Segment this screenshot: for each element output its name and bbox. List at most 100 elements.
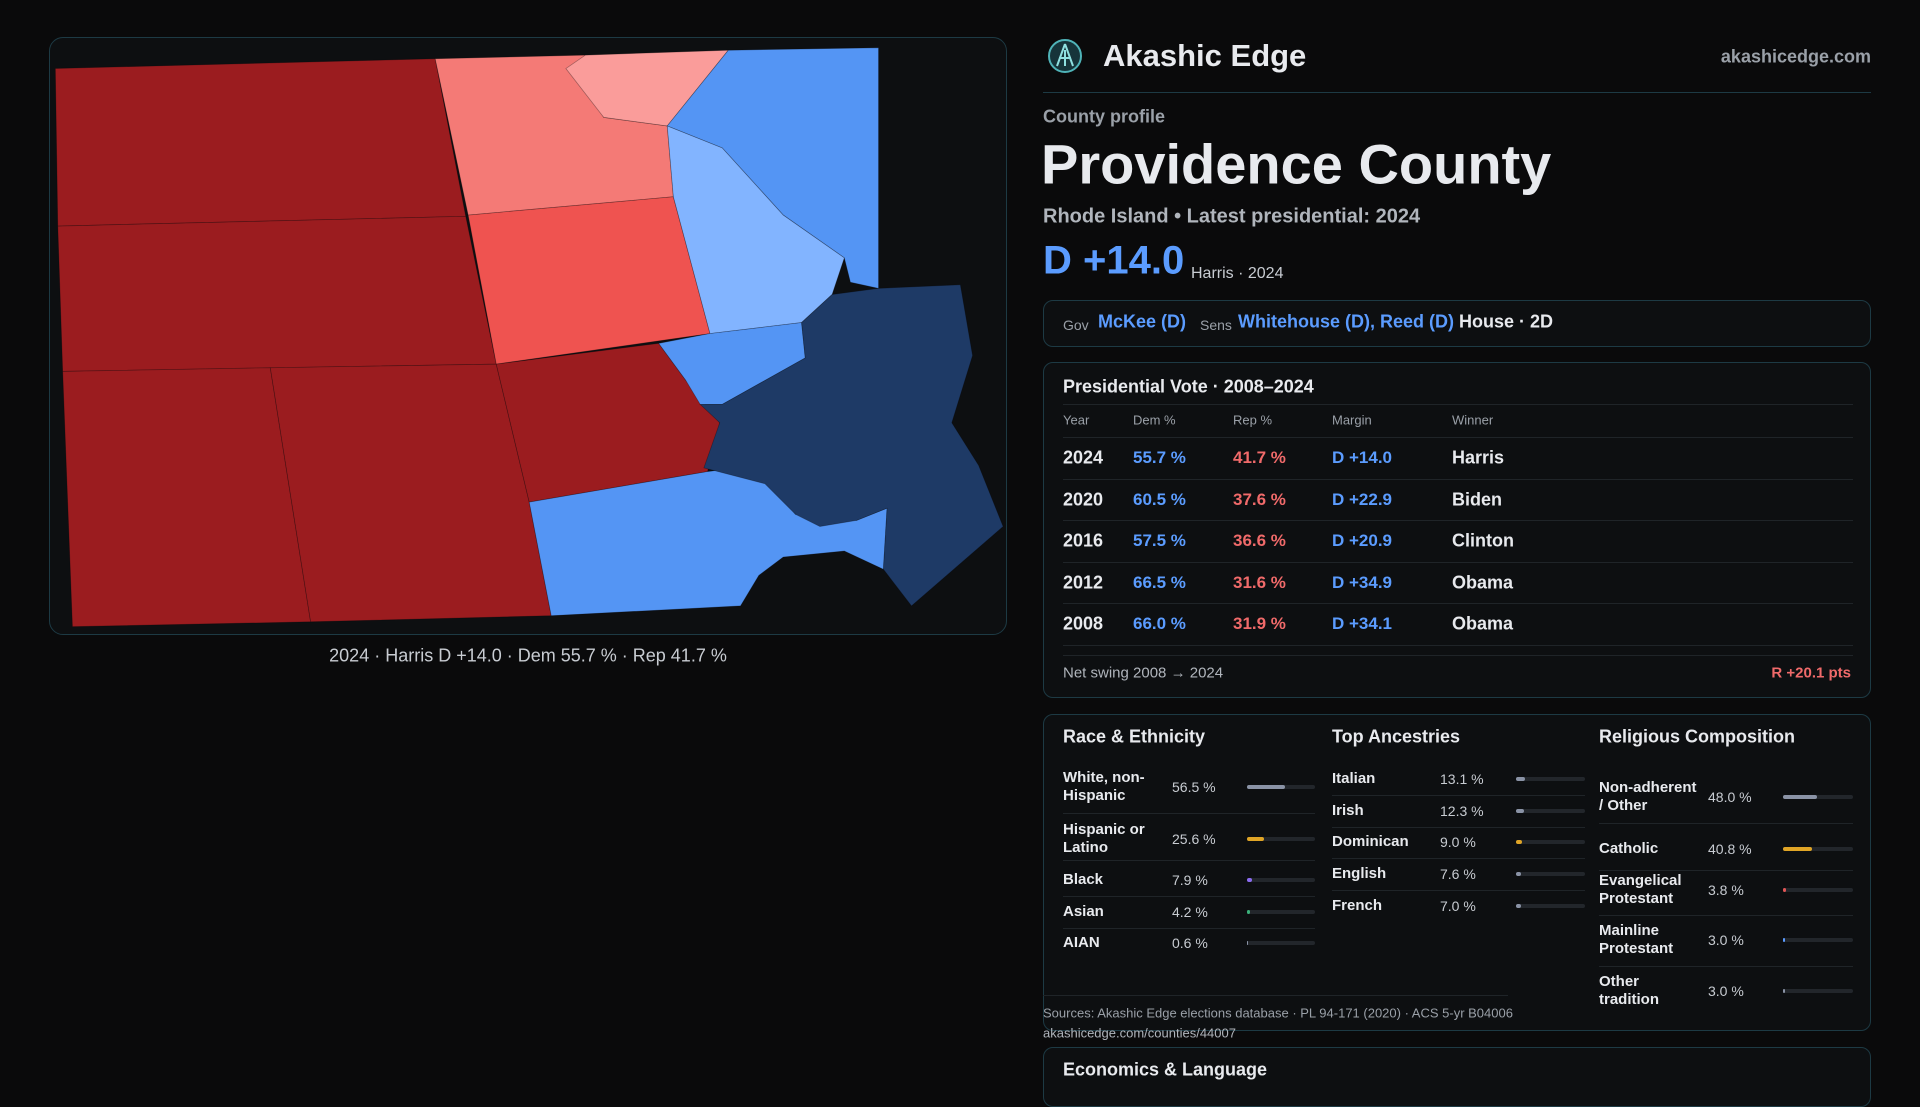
house: House · 2D <box>1459 312 1553 333</box>
table-title: Presidential Vote · 2008–2024 <box>1063 377 1314 398</box>
group-title: Religious Composition <box>1599 727 1795 748</box>
bar <box>1247 785 1285 789</box>
column-header: Year <box>1063 413 1089 428</box>
sens-label: Sens <box>1200 317 1232 333</box>
bar-track <box>1247 785 1315 789</box>
item-label: English <box>1332 865 1432 883</box>
divider <box>1063 928 1315 929</box>
bar <box>1247 910 1250 914</box>
divider <box>1063 655 1853 656</box>
bar <box>1516 904 1521 908</box>
item-label: Evangelical Protestant <box>1599 872 1699 908</box>
bar-track <box>1783 888 1853 892</box>
map-panel <box>49 37 1007 635</box>
divider <box>1063 860 1315 861</box>
margin-note: Harris · 2024 <box>1191 265 1283 283</box>
item-percent: 40.8 % <box>1708 841 1752 857</box>
bar <box>1783 888 1786 892</box>
divider <box>1063 645 1853 646</box>
swing-value: R +20.1 pts <box>1771 665 1851 682</box>
cell: 31.9 % <box>1233 614 1286 634</box>
divider <box>1599 915 1853 916</box>
bar-track <box>1247 910 1315 914</box>
governor: McKee (D) <box>1098 312 1186 333</box>
bar <box>1783 847 1812 851</box>
cell: 31.6 % <box>1233 573 1286 593</box>
item-label: Non-adherent / Other <box>1599 779 1699 815</box>
item-percent: 0.6 % <box>1172 935 1208 951</box>
cell: D +34.9 <box>1332 573 1392 593</box>
divider <box>1332 890 1585 891</box>
item-label: Asian <box>1063 903 1163 921</box>
cell: 60.5 % <box>1133 490 1186 510</box>
divider <box>1332 827 1585 828</box>
bar-track <box>1247 941 1315 945</box>
divider <box>1599 823 1853 824</box>
cell: 2016 <box>1063 531 1103 552</box>
cell: 2024 <box>1063 448 1103 469</box>
cell: D +20.9 <box>1332 531 1392 551</box>
region <box>58 216 496 371</box>
item-label: AIAN <box>1063 934 1163 952</box>
brand: Akashic Edge <box>1103 38 1306 74</box>
site-link[interactable]: akashicedge.com <box>1721 47 1871 68</box>
cell: 2012 <box>1063 572 1103 593</box>
cell: 66.5 % <box>1133 573 1186 593</box>
item-label: Irish <box>1332 802 1432 820</box>
item-percent: 7.6 % <box>1440 866 1476 882</box>
divider <box>1063 479 1853 480</box>
divider <box>1332 858 1585 859</box>
section-title: Economics & Language <box>1063 1060 1267 1081</box>
footer-url[interactable]: akashicedge.com/counties/44007 <box>1043 1026 1236 1041</box>
cell: Obama <box>1452 572 1513 593</box>
bar-track <box>1783 847 1853 851</box>
county-map <box>50 38 1006 634</box>
cell: D +14.0 <box>1332 448 1392 468</box>
bar <box>1516 809 1524 813</box>
cell: D +34.1 <box>1332 614 1392 634</box>
cell: 57.5 % <box>1133 531 1186 551</box>
cell: 55.7 % <box>1133 448 1186 468</box>
item-label: Italian <box>1332 770 1432 788</box>
bar <box>1516 872 1521 876</box>
region <box>63 368 311 627</box>
page: {"map_caption":"2024 · Harris D +14.0 · … <box>0 0 1920 1080</box>
item-label: Black <box>1063 871 1163 889</box>
cell: 41.7 % <box>1233 448 1286 468</box>
item-percent: 4.2 % <box>1172 904 1208 920</box>
cell: 66.0 % <box>1133 614 1186 634</box>
bar <box>1516 840 1522 844</box>
senators: Whitehouse (D), Reed (D) <box>1238 312 1454 333</box>
cell: 2008 <box>1063 614 1103 635</box>
item-percent: 48.0 % <box>1708 789 1752 805</box>
swing-label: Net swing 2008 → 2024 <box>1063 665 1223 682</box>
bar-track <box>1783 938 1853 942</box>
item-percent: 7.0 % <box>1440 898 1476 914</box>
item-label: White, non-Hispanic <box>1063 769 1163 805</box>
logo <box>1047 38 1083 74</box>
divider <box>1063 603 1853 604</box>
divider <box>1063 896 1315 897</box>
divider <box>1599 870 1853 871</box>
bar-track <box>1247 878 1315 882</box>
item-percent: 3.0 % <box>1708 983 1744 999</box>
bar <box>1516 777 1525 781</box>
bar-track <box>1516 904 1585 908</box>
column-header: Dem % <box>1133 413 1176 428</box>
bar-track <box>1516 840 1585 844</box>
bar-track <box>1783 989 1853 993</box>
bar-track <box>1783 795 1853 799</box>
region <box>55 59 465 226</box>
divider <box>1599 966 1853 967</box>
column-header: Margin <box>1332 413 1372 428</box>
group-title: Top Ancestries <box>1332 727 1460 748</box>
item-label: Catholic <box>1599 840 1699 858</box>
bar-track <box>1516 777 1585 781</box>
item-label: Other tradition <box>1599 973 1699 1009</box>
cell: Clinton <box>1452 531 1514 552</box>
cell: Harris <box>1452 448 1504 469</box>
group-title: Race & Ethnicity <box>1063 727 1205 748</box>
divider <box>1043 995 1508 996</box>
bar-track <box>1516 809 1585 813</box>
item-percent: 56.5 % <box>1172 779 1216 795</box>
